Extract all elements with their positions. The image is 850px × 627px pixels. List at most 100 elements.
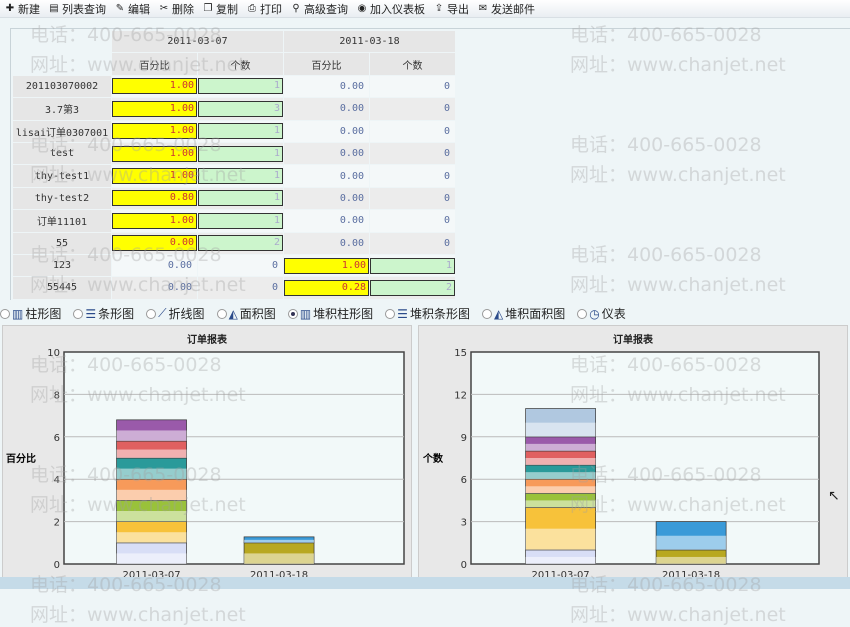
bar-highlight <box>116 468 187 480</box>
chart-type-icon: ▥ <box>12 306 24 321</box>
chart-type-option[interactable]: ▥ 堆积柱形图 <box>287 305 373 322</box>
export-icon: ⇪ <box>434 2 444 14</box>
y-tick-label: 4 <box>54 475 60 486</box>
chart-type-option[interactable]: ◭ 堆积面积图 <box>481 305 565 322</box>
row-header: test <box>13 142 111 165</box>
y-tick-label: 8 <box>54 390 60 401</box>
table-row: lisai订单0307001 1.00 1 0.00 0 <box>13 120 455 142</box>
report-table-panel: 2011-03-07 2011-03-18 百分比 个数 百分比 个数 2011030700… <box>10 28 850 300</box>
bar-highlight <box>525 472 596 480</box>
count-cell[interactable]: 3 <box>198 100 283 117</box>
count-cell[interactable]: 1 <box>198 123 283 140</box>
percent-cell: 0.00 <box>284 165 369 187</box>
bar-highlight <box>525 443 596 451</box>
watermark: 网址：www.chanjet.net <box>30 604 246 626</box>
toolbar-edit-button[interactable]: ✎ 编辑 <box>115 2 150 16</box>
column-header: 百分比 <box>284 53 369 75</box>
bar-highlight <box>656 556 727 564</box>
chart-type-option[interactable]: ▥ 柱形图 <box>0 305 61 322</box>
toolbar: ✚ 新建 ▤ 列表查询 ✎ 编辑 ✂ 删除 ❐ 复制 ⎙ 打印 ⚲ 高级查询 ◉ 加入仪表板 ⇪ 导出 ✉ 发送邮件 <box>0 0 850 18</box>
plot-area <box>470 351 820 565</box>
bar-highlight <box>116 489 187 501</box>
percent-cell[interactable]: 1.00 <box>284 257 369 274</box>
count-cell[interactable]: 1 <box>370 257 455 274</box>
toolbar-copy-button[interactable]: ❐ 复制 <box>203 2 238 16</box>
radio-button[interactable] <box>577 308 588 319</box>
new-icon: ✚ <box>5 2 15 14</box>
percent-cell: 0.00 <box>112 277 197 299</box>
percent-cell[interactable]: 0.00 <box>112 235 197 252</box>
percent-cell[interactable]: 1.00 <box>112 123 197 140</box>
y-axis-label: 个数 <box>422 452 444 465</box>
percent-cell: 0.00 <box>284 210 369 232</box>
toolbar-new-button[interactable]: ✚ 新建 <box>5 2 40 16</box>
table-row: test 1.00 1 0.00 0 <box>13 142 455 165</box>
horizontal-scrollbar[interactable] <box>0 577 850 589</box>
y-tick-label: 6 <box>461 475 467 486</box>
percent-cell: 0.00 <box>112 254 197 277</box>
percent-cell[interactable]: 0.80 <box>112 190 197 207</box>
toolbar-list-query-button[interactable]: ▤ 列表查询 <box>49 2 106 16</box>
chart-type-selector: ▥ 柱形图 ☰ 条形图 ⟋ 折线图 ◭ 面积图 ▥ 堆积柱形图 ☰ 堆积条形图 ◭ 堆积面积图 ◷ 仪表 <box>0 305 626 322</box>
toolbar-search-button[interactable]: ⚲ 高级查询 <box>290 1 348 17</box>
percent-cell[interactable]: 1.00 <box>112 145 197 162</box>
chart-type-option[interactable]: ◭ 面积图 <box>216 305 276 322</box>
chart-type-icon: ◭ <box>493 306 504 321</box>
x-tick-label: 2011-03-18 <box>250 570 308 580</box>
count-cell[interactable]: 2 <box>198 235 283 252</box>
toolbar-print-button[interactable]: ⎙ 打印 <box>248 2 282 16</box>
count-cell[interactable]: 1 <box>198 212 283 229</box>
radio-button[interactable] <box>146 308 157 319</box>
percent-cell: 0.00 <box>284 142 369 165</box>
radio-button[interactable] <box>481 308 492 319</box>
percent-cell[interactable]: 1.00 <box>112 100 197 117</box>
bar-highlight <box>656 535 727 550</box>
x-tick-label: 2011-03-07 <box>122 570 180 580</box>
plot-area <box>63 351 405 565</box>
row-header: 55 <box>13 232 111 254</box>
percent-cell[interactable]: 1.00 <box>112 78 197 95</box>
percent-cell: 0.00 <box>284 98 369 120</box>
table-row: 201103070002 1.00 1 0.00 0 <box>13 75 455 98</box>
list-query-icon: ▤ <box>49 2 59 14</box>
count-cell[interactable]: 1 <box>198 168 283 185</box>
toolbar-delete-button[interactable]: ✂ 删除 <box>159 2 194 16</box>
count-cell: 0 <box>370 75 455 98</box>
bar-highlight <box>244 539 315 543</box>
radio-button[interactable] <box>385 308 396 319</box>
percent-cell: 0.00 <box>284 187 369 210</box>
row-header: 3.7第3 <box>13 98 111 120</box>
chart-type-option[interactable]: ☰ 堆积条形图 <box>385 305 470 322</box>
count-cell: 0 <box>198 254 283 277</box>
y-axis-label: 百分比 <box>6 452 36 465</box>
radio-button[interactable] <box>73 308 84 319</box>
count-cell[interactable]: 1 <box>198 78 283 95</box>
toolbar-mail-button[interactable]: ✉ 发送邮件 <box>478 2 535 16</box>
y-tick-label: 6 <box>54 433 60 444</box>
count-cell: 0 <box>198 277 283 299</box>
chart-type-icon: ☰ <box>397 306 408 321</box>
y-tick-label: 2 <box>54 518 60 529</box>
toolbar-export-button[interactable]: ⇪ 导出 <box>434 2 469 16</box>
count-cell[interactable]: 2 <box>370 279 455 296</box>
percent-cell[interactable]: 1.00 <box>112 212 197 229</box>
chart-type-option[interactable]: ⟋ 折线图 <box>146 305 205 322</box>
count-cell[interactable]: 1 <box>198 145 283 162</box>
percent-cell[interactable]: 0.28 <box>284 279 369 296</box>
date-header: 2011-03-07 <box>112 31 283 53</box>
x-tick-label: 2011-03-18 <box>662 570 720 580</box>
radio-button[interactable] <box>216 308 227 319</box>
row-header: lisai订单0307001 <box>13 120 111 142</box>
y-tick-label: 9 <box>461 433 467 444</box>
count-cell[interactable]: 1 <box>198 190 283 207</box>
chart-type-option[interactable]: ☰ 条形图 <box>73 305 134 322</box>
row-header: thy-test1 <box>13 165 111 187</box>
radio-button[interactable] <box>287 308 298 319</box>
percent-cell[interactable]: 1.00 <box>112 168 197 185</box>
bar-highlight <box>525 458 596 466</box>
row-header: 订单11101 <box>13 210 111 232</box>
toolbar-dashboard-button[interactable]: ◉ 加入仪表板 <box>357 2 425 16</box>
chart-count-panel: 订单报表 0 3 6 9 12 15 个数 2011-03-07 2011-03-18 <box>418 325 848 580</box>
chart-type-option[interactable]: ◷ 仪表 <box>577 305 626 322</box>
radio-button[interactable] <box>0 308 10 319</box>
